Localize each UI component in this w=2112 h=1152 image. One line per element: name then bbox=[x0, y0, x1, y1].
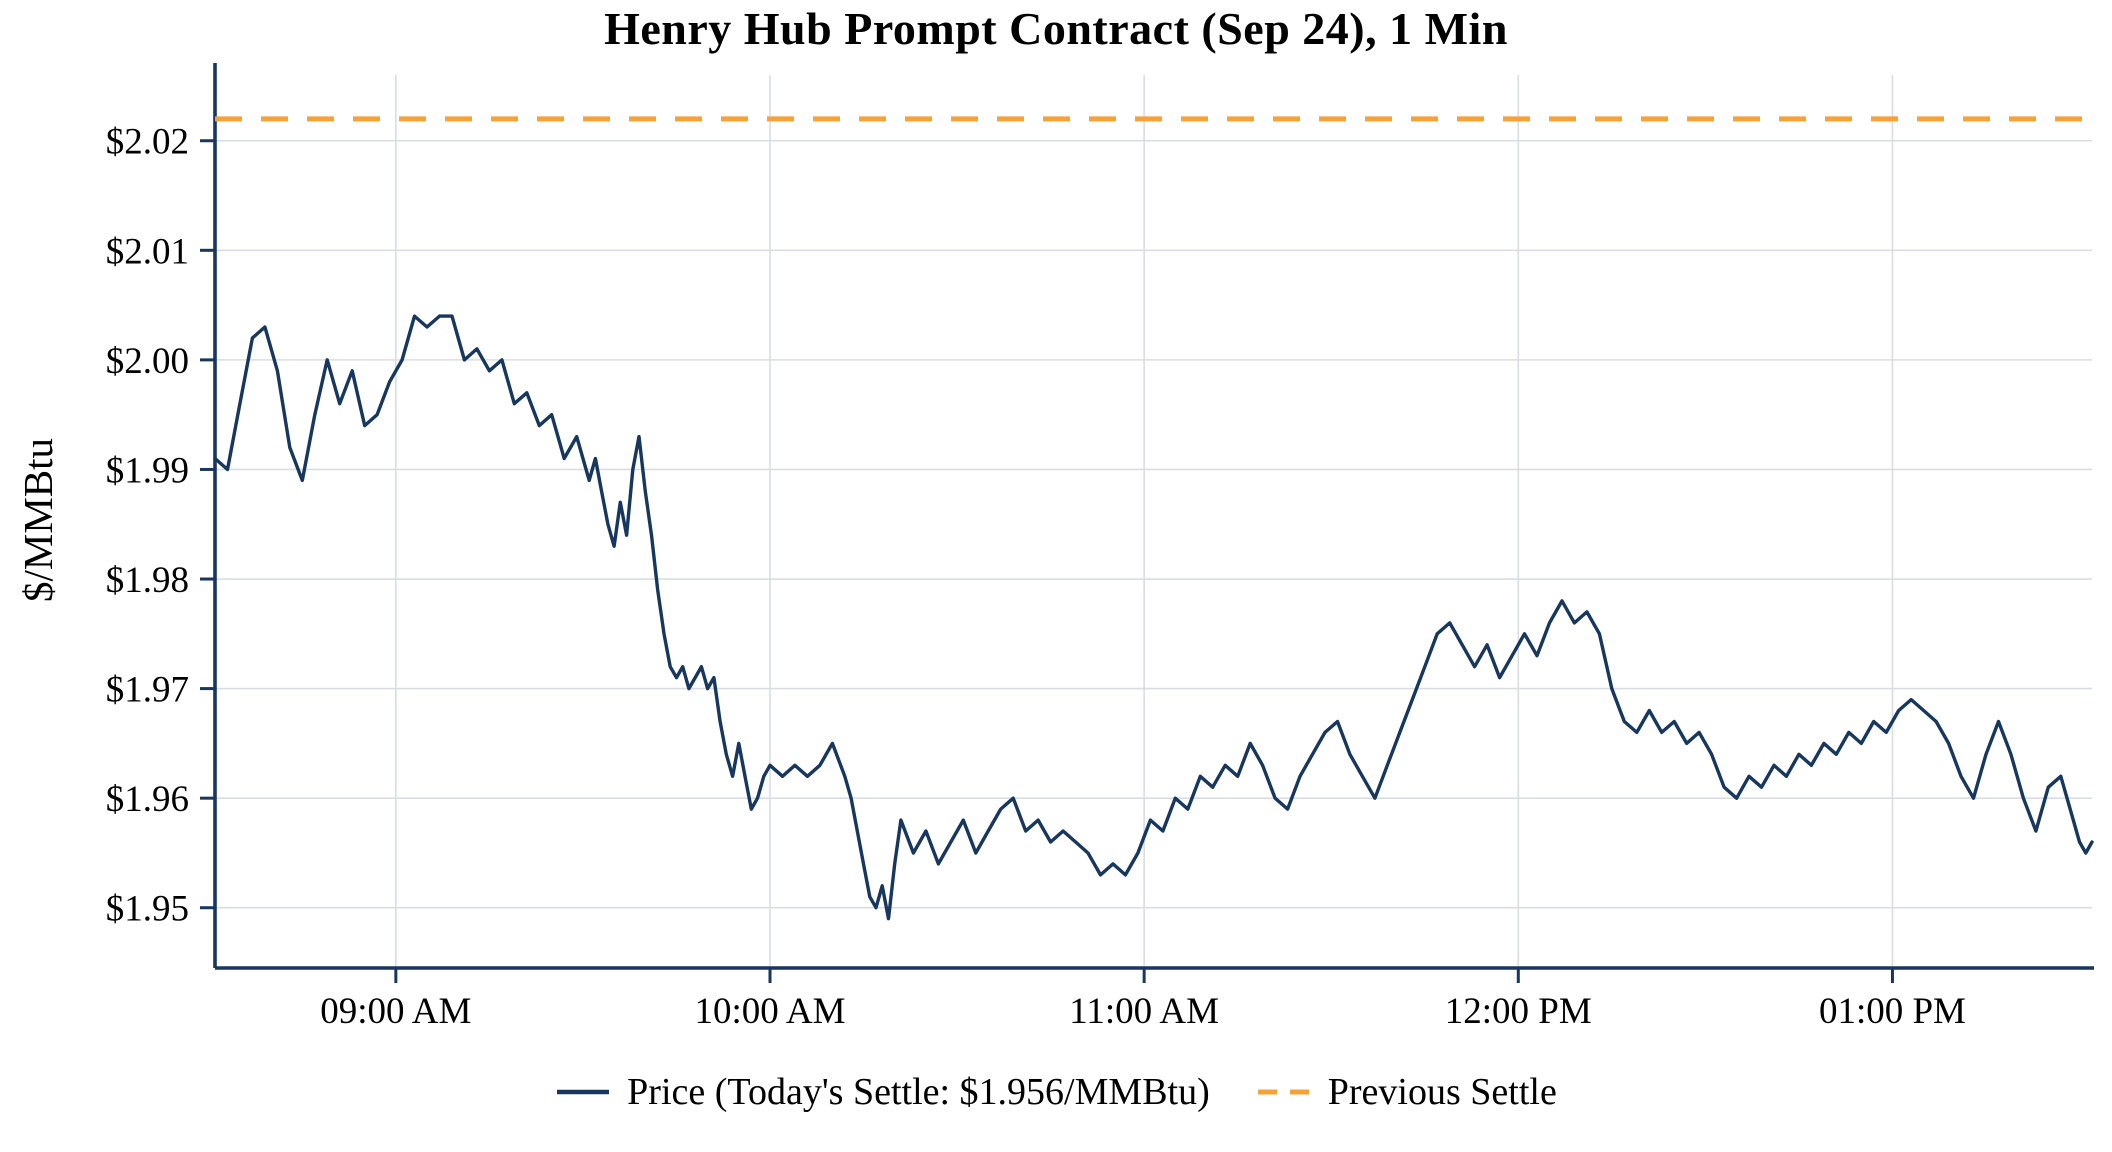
price-line bbox=[213, 314, 2094, 921]
previous-settle-swatch-icon bbox=[1257, 1089, 1310, 1095]
price-chart: $1.95 $1.96 $1.97 $1.98 $1.99 $2.00 $2.01 $2.02… bbox=[106, 63, 2094, 1032]
x-tick-label: 12:00 PM bbox=[1445, 991, 1592, 1032]
price-line-swatch-icon bbox=[557, 1089, 610, 1095]
legend-item-previous-settle: Previous Settle bbox=[1256, 1070, 1557, 1114]
legend-item-price: Price (Today's Settle: $1.956/MMBtu) bbox=[555, 1070, 1210, 1114]
y-tick-label: $1.98 bbox=[106, 560, 189, 601]
y-tick-label: $2.00 bbox=[106, 341, 189, 382]
y-tick-label: $1.96 bbox=[106, 779, 189, 820]
x-tick-label: 09:00 AM bbox=[320, 991, 471, 1032]
y-tick-label: $1.97 bbox=[106, 670, 189, 711]
legend: Price (Today's Settle: $1.956/MMBtu) Pre… bbox=[0, 1060, 2112, 1124]
y-tick-label: $2.02 bbox=[106, 122, 189, 163]
x-tick-label: 01:00 PM bbox=[1819, 991, 1966, 1032]
y-tick-label: $1.99 bbox=[106, 450, 189, 491]
y-tick-label: $1.95 bbox=[106, 889, 189, 930]
legend-price-label: Price (Today's Settle: $1.956/MMBtu) bbox=[627, 1071, 1210, 1113]
legend-previous-settle-label: Previous Settle bbox=[1327, 1071, 1557, 1113]
x-tick-label: 11:00 AM bbox=[1069, 991, 1219, 1032]
chart-title: Henry Hub Prompt Contract (Sep 24), 1 Mi… bbox=[604, 3, 1508, 54]
x-tick-label: 10:00 AM bbox=[694, 991, 845, 1032]
y-tick-label: $2.01 bbox=[106, 231, 189, 272]
